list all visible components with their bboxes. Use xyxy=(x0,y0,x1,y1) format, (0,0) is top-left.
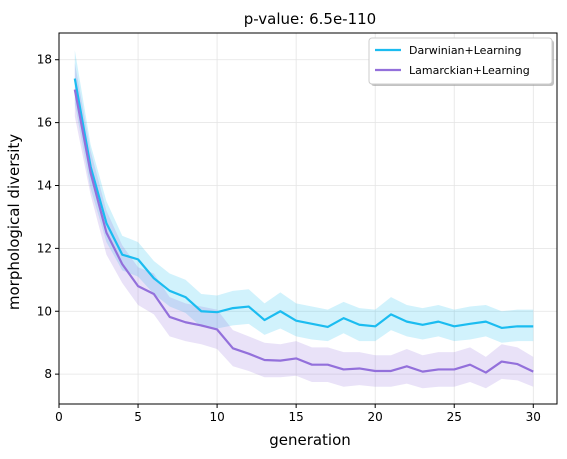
x-tick-label: 20 xyxy=(368,410,383,424)
x-axis: 0 5 10 15 20 25 30 xyxy=(55,404,541,424)
x-tick-label: 0 xyxy=(55,410,63,424)
y-tick-label: 14 xyxy=(37,178,52,192)
x-tick-label: 5 xyxy=(134,410,142,424)
series-line-2 xyxy=(73,89,534,374)
legend[interactable]: Darwinian+Learning Lamarckian+Learning xyxy=(368,37,554,86)
series-lines xyxy=(73,78,534,374)
legend-label-1: Darwinian+Learning xyxy=(409,44,522,57)
y-tick-label: 10 xyxy=(37,304,52,318)
bands xyxy=(74,50,534,389)
y-tick-label: 16 xyxy=(37,116,52,130)
x-axis-label: generation xyxy=(269,431,351,449)
y-tick-label: 18 xyxy=(37,53,52,67)
x-tick-label: 25 xyxy=(447,410,462,424)
y-axis-label: morphological diversity xyxy=(5,134,23,310)
x-tick-label: 30 xyxy=(526,410,541,424)
confidence-band-2 xyxy=(74,62,534,389)
x-tick-label: 10 xyxy=(209,410,224,424)
y-tick-label: 8 xyxy=(44,367,52,381)
y-tick-label: 12 xyxy=(37,241,52,255)
series-line-1 xyxy=(73,78,534,330)
plot-frame xyxy=(58,32,558,405)
x-tick-label: 15 xyxy=(289,410,304,424)
legend-box xyxy=(368,37,553,85)
chart-title: p-value: 6.5e-110 xyxy=(244,10,376,28)
legend-label-2: Lamarckian+Learning xyxy=(409,64,530,77)
confidence-band-1 xyxy=(74,50,534,343)
y-axis: 8 10 12 14 16 18 xyxy=(37,53,59,381)
